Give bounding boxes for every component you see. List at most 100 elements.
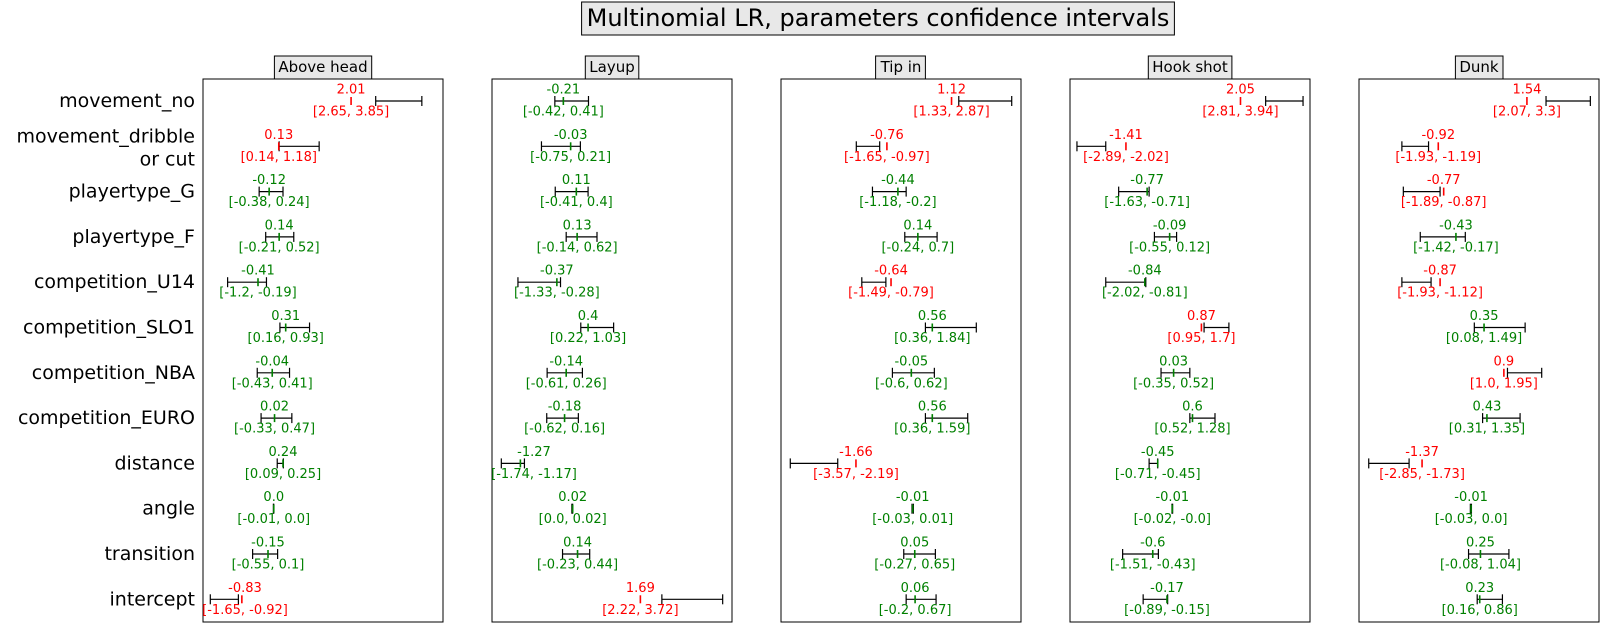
coef-entry: -0.12 [-0.38, 0.24] bbox=[229, 173, 310, 210]
coef-entry: -0.05 [-0.6, 0.62] bbox=[875, 354, 948, 391]
panel-title: Layup bbox=[589, 58, 634, 76]
panel-title-box bbox=[1454, 55, 1504, 80]
panel-title-box bbox=[273, 55, 373, 80]
ci-range-label: [-0.55, 0.1] bbox=[232, 558, 305, 573]
coef-value-label: 0.14 bbox=[903, 218, 932, 233]
panel-title-box bbox=[875, 55, 926, 80]
ci-range-label: [-1.42, -0.17] bbox=[1413, 240, 1499, 255]
coef-value-label: -0.77 bbox=[1130, 173, 1164, 188]
ci-range-label: [-0.14, 0.62] bbox=[537, 240, 618, 255]
ci-range-label: [0.31, 1.35] bbox=[1449, 422, 1525, 437]
coef-value-label: -0.45 bbox=[1141, 445, 1175, 460]
coef-value-label: 0.14 bbox=[265, 218, 294, 233]
coef-value-label: -0.01 bbox=[896, 490, 930, 505]
panel: Layup -0.21 [-0.42, 0.41] -0.03 [-0.75, 0.21… bbox=[491, 55, 733, 623]
coef-entry: -0.21 [-0.42, 0.41] bbox=[523, 83, 604, 120]
param-label: playertype_F bbox=[72, 226, 195, 248]
coef-value-label: 0.13 bbox=[264, 128, 293, 143]
coef-entry: 0.9 [1.0, 1.95] bbox=[1470, 354, 1543, 391]
panel-title-box bbox=[584, 55, 640, 80]
ci-range-label: [0.52, 1.28] bbox=[1154, 422, 1230, 437]
ci-range-label: [0.36, 1.84] bbox=[894, 331, 970, 346]
coef-entry: 0.43 [0.31, 1.35] bbox=[1449, 400, 1525, 437]
ci-range-label: [-1.93, -1.19] bbox=[1395, 150, 1481, 165]
ci-range-label: [-0.43, 0.41] bbox=[232, 376, 313, 391]
coef-value-label: 0.31 bbox=[271, 309, 300, 324]
coef-entry: -0.18 [-0.62, 0.16] bbox=[524, 400, 605, 437]
coef-value-label: -0.76 bbox=[870, 128, 904, 143]
coef-value-label: -0.03 bbox=[554, 128, 588, 143]
coef-entry: 0.31 [0.16, 0.93] bbox=[248, 309, 324, 346]
coef-value-label: 0.02 bbox=[260, 400, 289, 415]
coef-entry: -0.44 [-1.18, -0.2] bbox=[859, 173, 936, 210]
coef-value-label: -0.15 bbox=[251, 536, 285, 551]
coef-value-label: -0.14 bbox=[549, 354, 583, 369]
ci-range-label: [1.0, 1.95] bbox=[1470, 376, 1538, 391]
coef-value-label: 2.05 bbox=[1226, 83, 1255, 98]
ci-range-label: [-0.41, 0.4] bbox=[540, 195, 613, 210]
coef-value-label: 1.54 bbox=[1512, 83, 1541, 98]
param-label: distance bbox=[114, 452, 195, 474]
ci-range-label: [-3.57, -2.19] bbox=[813, 467, 899, 482]
param-label: intercept bbox=[110, 588, 196, 610]
chart-title: Multinomial LR, parameters confidence in… bbox=[587, 4, 1170, 32]
coef-entry: -0.04 [-0.43, 0.41] bbox=[232, 354, 313, 391]
ci-range-label: [-1.33, -0.28] bbox=[514, 286, 600, 301]
ci-range-label: [-0.21, 0.52] bbox=[239, 240, 320, 255]
coef-entry: 0.03 [-0.35, 0.52] bbox=[1133, 354, 1214, 391]
ci-range-label: [-2.89, -2.02] bbox=[1083, 150, 1169, 165]
coef-entry: -0.17 [-0.89, -0.15] bbox=[1124, 581, 1210, 618]
ci-range-label: [0.22, 1.03] bbox=[550, 331, 626, 346]
panel: Tip in 1.12 [1.33, 2.87] -0.76 [-1.65, -0.97… bbox=[780, 55, 1022, 623]
coef-value-label: -0.01 bbox=[1155, 490, 1189, 505]
param-label: competition_EURO bbox=[18, 407, 195, 429]
ci-range-label: [-1.18, -0.2] bbox=[859, 195, 936, 210]
coef-value-label: 2.01 bbox=[337, 83, 366, 98]
ci-range-label: [-1.65, -0.97] bbox=[844, 150, 930, 165]
ci-range-label: [-1.89, -0.87] bbox=[1401, 195, 1487, 210]
coef-entry: -0.03 [-0.75, 0.21] bbox=[530, 128, 611, 165]
ci-range-label: [-0.03, 0.01] bbox=[872, 512, 953, 527]
coef-value-label: 0.06 bbox=[901, 581, 930, 596]
ci-range-label: [0.09, 0.25] bbox=[245, 467, 321, 482]
panel: Hook shot 2.05 [2.81, 3.94] -1.41 [-2.89, -2… bbox=[1069, 55, 1311, 623]
coef-value-label: 0.23 bbox=[1465, 581, 1494, 596]
coef-entry: -0.41 [-1.2, -0.19] bbox=[219, 264, 296, 301]
ci-range-label: [-0.02, -0.0] bbox=[1134, 512, 1211, 527]
coef-value-label: 0.03 bbox=[1159, 354, 1188, 369]
coef-value-label: -0.04 bbox=[255, 354, 289, 369]
ci-range-label: [-1.93, -1.12] bbox=[1397, 286, 1483, 301]
coef-value-label: 0.14 bbox=[563, 536, 592, 551]
param-label: movement_dribble or cut bbox=[17, 125, 196, 170]
coef-value-label: -1.27 bbox=[517, 445, 551, 460]
ci-range-label: [-0.23, 0.44] bbox=[537, 558, 618, 573]
panel-title: Dunk bbox=[1459, 58, 1499, 76]
param-label: competition_NBA bbox=[32, 362, 195, 384]
coef-value-label: -0.64 bbox=[874, 264, 908, 279]
panel-title: Hook shot bbox=[1152, 58, 1228, 76]
coef-value-label: -0.87 bbox=[1423, 264, 1457, 279]
coef-value-label: -1.66 bbox=[839, 445, 873, 460]
ci-range-label: [-0.33, 0.47] bbox=[234, 422, 315, 437]
coef-entry: -0.77 [-1.89, -0.87] bbox=[1401, 173, 1487, 210]
coef-entry: 2.01 [2.65, 3.85] bbox=[313, 83, 423, 120]
param-label: angle bbox=[142, 498, 195, 520]
coef-entry: 0.14 [-0.24, 0.7] bbox=[881, 218, 954, 255]
coef-entry: 0.24 [0.09, 0.25] bbox=[245, 445, 321, 482]
coef-entry: 0.23 [0.16, 0.86] bbox=[1442, 581, 1518, 618]
coef-value-label: 0.43 bbox=[1472, 400, 1501, 415]
ci-range-label: [0.08, 1.49] bbox=[1446, 331, 1522, 346]
ci-range-label: [-1.49, -0.79] bbox=[848, 286, 934, 301]
panel: Above head 2.01 [2.65, 3.85] 0.13 [0.14, 1.1… bbox=[202, 55, 444, 623]
ci-range-label: [-0.35, 0.52] bbox=[1133, 376, 1214, 391]
coef-entry: 2.05 [2.81, 3.94] bbox=[1202, 83, 1304, 120]
coef-value-label: 0.24 bbox=[269, 445, 298, 460]
coef-value-label: -0.41 bbox=[241, 264, 275, 279]
coef-value-label: -1.41 bbox=[1109, 128, 1143, 143]
coef-value-label: -0.12 bbox=[252, 173, 286, 188]
ci-range-label: [-0.42, 0.41] bbox=[523, 105, 604, 120]
coef-value-label: 0.13 bbox=[563, 218, 592, 233]
coef-value-label: -0.43 bbox=[1439, 218, 1473, 233]
ci-range-label: [0.36, 1.59] bbox=[894, 422, 970, 437]
